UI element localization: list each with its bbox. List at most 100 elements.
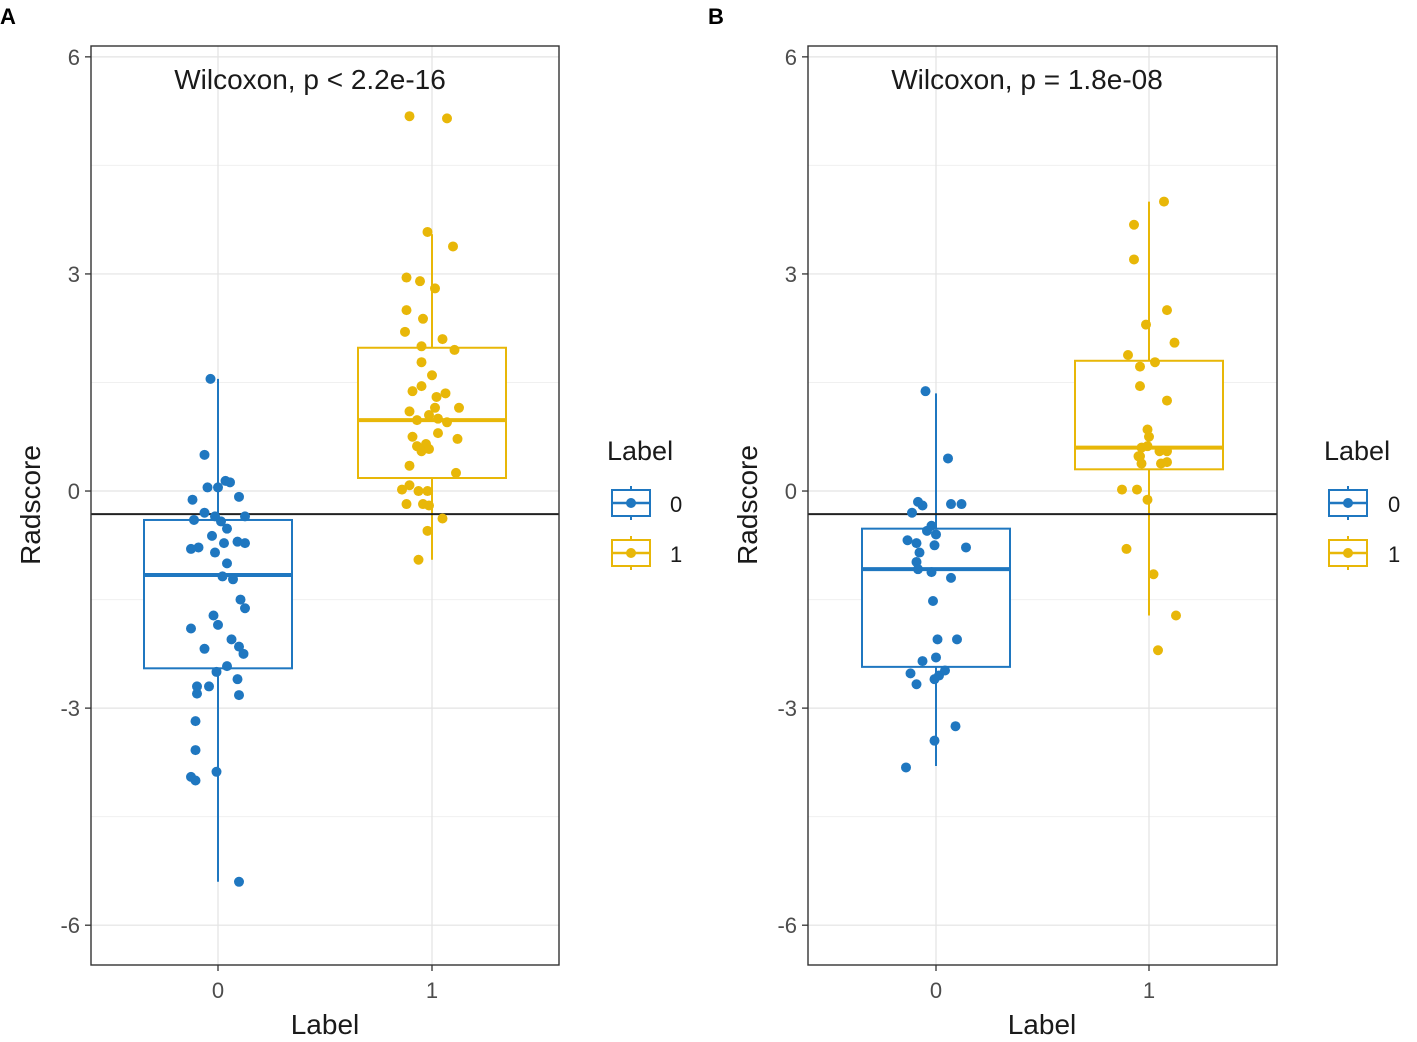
legend-label-1: 1 [670,542,682,567]
data-point-1 [1123,349,1133,360]
plot-background [808,46,1277,965]
data-point-0 [225,477,235,488]
data-point-1 [1162,457,1172,468]
data-point-1 [442,417,452,428]
data-point-0 [917,500,928,511]
data-point-1 [1150,357,1160,368]
data-point-0 [952,634,962,645]
data-point-0 [902,535,913,546]
data-point-1 [1121,543,1132,554]
data-point-0 [190,775,201,786]
data-point-1 [424,500,434,511]
data-point-0 [932,634,943,645]
data-point-0 [946,572,956,583]
data-point-0 [211,666,222,677]
data-point-0 [202,482,213,493]
data-point-0 [911,679,922,690]
data-point-0 [235,594,246,605]
box-0 [143,518,293,670]
y-tick-label: -6 [777,913,797,938]
data-point-1 [1159,196,1169,207]
data-point-0 [926,520,937,531]
data-point-1 [1133,451,1144,462]
data-point-0 [926,567,937,578]
data-point-0 [222,661,232,672]
data-point-0 [917,656,928,667]
data-point-1 [448,241,458,252]
legend-title: Label [1324,436,1390,466]
data-point-0 [929,735,940,746]
data-point-1 [454,402,464,413]
y-tick-label: -3 [60,696,80,721]
data-point-0 [204,681,214,692]
data-point-1 [418,313,428,324]
legend-title: Label [607,436,673,466]
data-point-0 [222,558,232,569]
data-point-1 [1117,484,1127,495]
panel-label: A [0,4,16,29]
data-point-1 [449,344,460,355]
data-point-1 [424,444,434,455]
data-point-0 [186,623,196,634]
data-point-1 [1135,381,1145,392]
panel-b: B -6 -3 0 3 6 0 1 Wilcoxon, p = 1.8e-08 Label … [708,4,1400,1040]
x-tick-label: 0 [930,978,942,1003]
data-point-1 [397,484,407,495]
data-point-0 [913,564,923,575]
data-point-0 [228,574,238,585]
data-point-0 [222,523,232,534]
data-point-0 [213,619,223,630]
data-point-1 [404,460,415,471]
data-point-1 [442,113,452,124]
data-point-0 [211,766,222,777]
data-point-0 [208,610,219,621]
data-point-0 [931,652,941,663]
data-point-0 [232,674,243,685]
y-tick-label: 0 [785,479,797,504]
x-tick-label: 0 [212,978,224,1003]
y-axis-label: Radscore [15,445,46,565]
data-point-1 [1142,441,1153,452]
data-point-0 [920,386,931,397]
data-point-1 [1162,446,1172,457]
data-point-1 [401,272,412,283]
data-point-1 [404,406,415,417]
plot-border [90,45,560,966]
data-point-0 [240,511,250,522]
legend-label-1: 1 [1388,542,1400,567]
data-point-0 [219,538,229,549]
data-point-1 [430,283,440,294]
data-point-0 [240,603,250,614]
data-point-1 [412,415,422,426]
chart-title: Wilcoxon, p < 2.2e-16 [174,64,446,95]
data-point-1 [422,226,433,237]
data-point-1 [404,111,415,122]
y-tick-label: -6 [60,913,80,938]
data-point-1 [1144,431,1154,442]
data-point-0 [238,648,249,659]
data-point-0 [232,536,243,547]
y-tick-label: 6 [785,45,797,70]
data-point-1 [451,467,461,478]
data-point-1 [1162,305,1172,316]
data-point-1 [422,486,433,497]
data-point-0 [192,688,202,699]
data-point-1 [416,357,427,368]
data-point-1 [1141,319,1151,330]
legend-label-0: 0 [670,492,682,517]
legend-label-0: 0 [1388,492,1400,517]
data-point-0 [210,547,220,558]
data-point-0 [199,507,210,518]
data-point-1 [416,381,427,392]
data-point-0 [190,745,201,756]
data-point-1 [437,334,448,345]
data-point-0 [199,449,210,460]
legend: Label 0 1 [1324,436,1400,570]
plot-border [807,45,1278,966]
chart-title: Wilcoxon, p = 1.8e-08 [891,64,1163,95]
legend-key-point-0 [1343,498,1353,508]
data-point-1 [424,410,434,421]
data-point-1 [1154,446,1165,457]
y-tick-label: 6 [68,45,80,70]
